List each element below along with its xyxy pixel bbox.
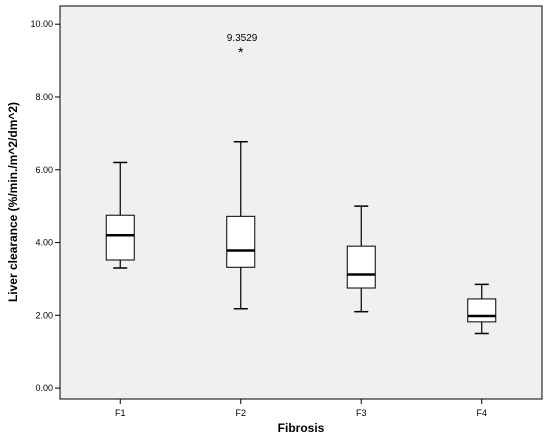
y-tick-label-4: 8.00 <box>35 92 53 102</box>
y-tick-label-1: 2.00 <box>35 310 53 320</box>
x-tick-label-F3: F3 <box>356 408 367 418</box>
outlier-label-0: 9.3529 <box>227 33 258 44</box>
y-axis-ticks: 0.00 2.00 4.00 6.00 8.00 10.00 <box>30 19 60 393</box>
y-axis-title: Liver clearance (%/min./m^2/dm^2) <box>6 102 20 302</box>
y-tick-label-0: 0.00 <box>35 383 53 393</box>
box-F2 <box>226 140 256 310</box>
box-series <box>105 140 497 335</box>
x-axis-title: Fibrosis <box>278 421 325 435</box>
y-tick-label-5: 10.00 <box>30 19 53 29</box>
iqr-box <box>105 214 135 261</box>
iqr-box <box>226 215 256 268</box>
x-tick-label-F1: F1 <box>115 408 126 418</box>
box-F4 <box>467 283 497 335</box>
plot-area <box>59 5 543 400</box>
outlier-series: *9.3529 <box>227 33 258 60</box>
box-F1 <box>105 161 135 269</box>
iqr-box <box>467 298 497 323</box>
y-tick-label-3: 6.00 <box>35 165 53 175</box>
y-tick-label-2: 4.00 <box>35 238 53 248</box>
iqr-box <box>346 245 376 289</box>
x-axis-ticks: F1 F2 F3 F4 <box>115 399 487 418</box>
x-tick-label-F2: F2 <box>235 408 246 418</box>
box-F3 <box>346 205 376 313</box>
outlier-marker-0: * <box>238 44 244 60</box>
x-tick-label-F4: F4 <box>476 408 487 418</box>
